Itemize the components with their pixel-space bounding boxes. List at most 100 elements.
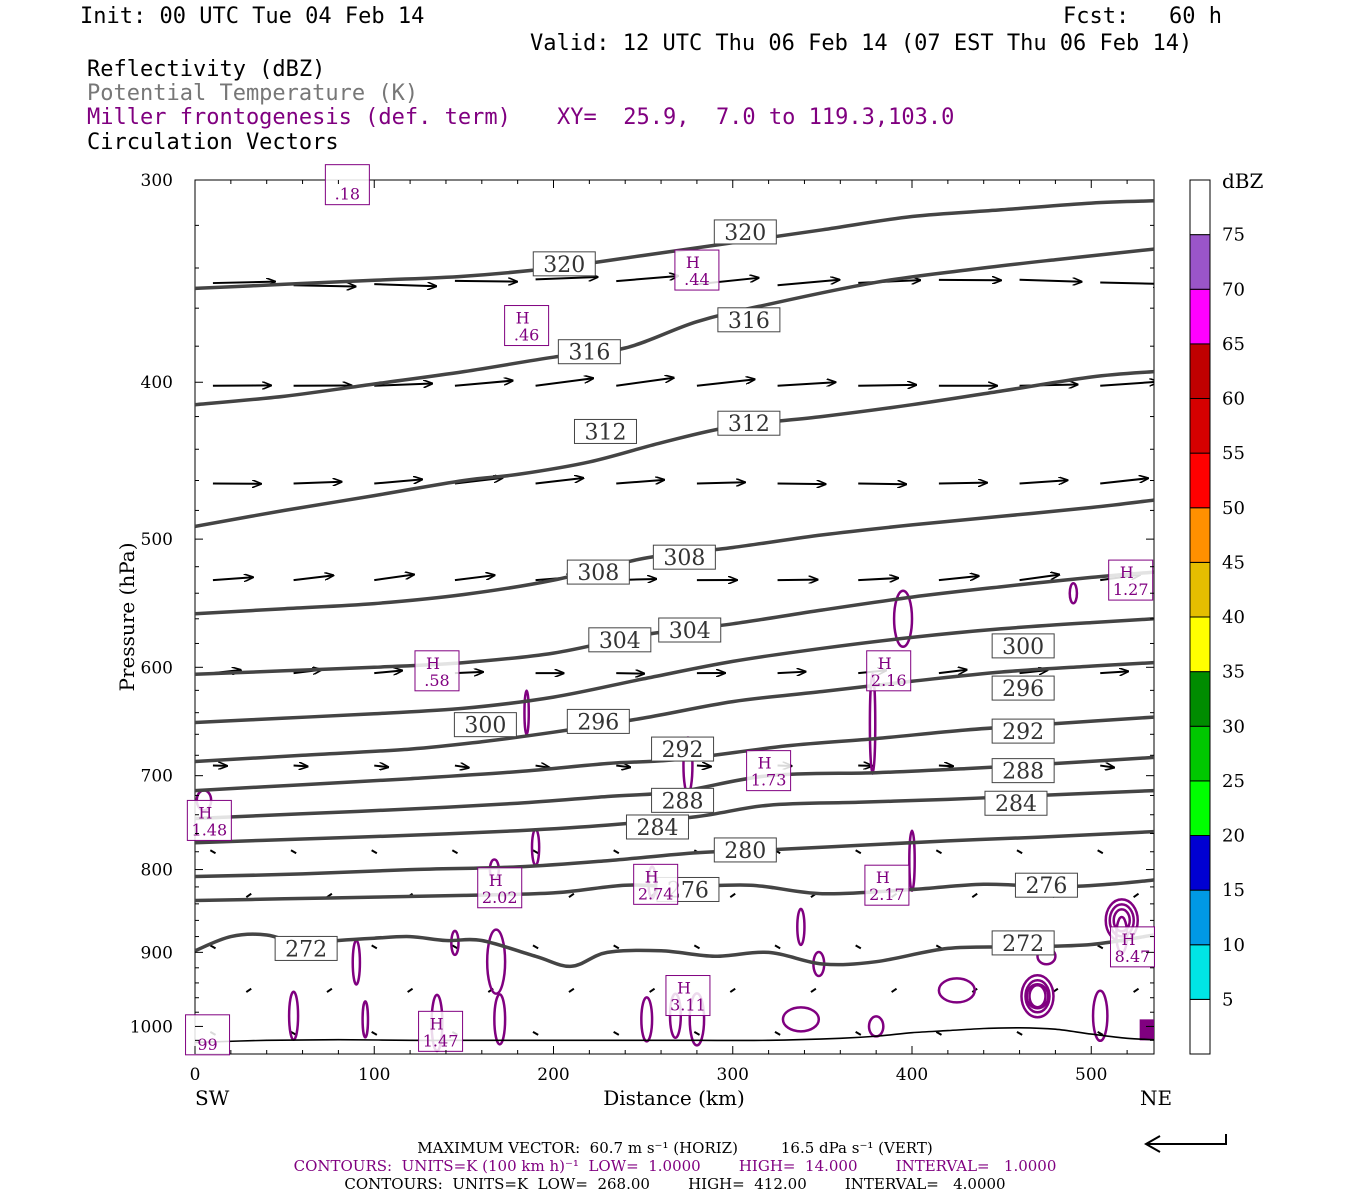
theta-label: 312: [728, 412, 770, 437]
circulation-vector: [293, 482, 342, 484]
frontogenesis-contour: [781, 1006, 821, 1033]
circulation-vector: [535, 277, 598, 279]
circulation-vector: [532, 944, 539, 950]
right-end-label: NE: [1140, 1086, 1172, 1110]
colorbar-segment: [1189, 944, 1211, 1000]
circulation-vector: [454, 575, 495, 582]
circulation-vector: [855, 944, 862, 950]
circulation-vector: [1100, 478, 1148, 485]
frontogenesis-contour: [1028, 984, 1047, 1009]
theta-label-box: [588, 627, 652, 653]
frontogenesis-contour-info: CONTOURS: UNITS=K (100 km h)⁻¹ LOW= 1.00…: [293, 1157, 1057, 1175]
circulation-vector: [1097, 849, 1104, 855]
frontogenesis-max-box: [324, 164, 370, 206]
field-circulation-vectors: Circulation Vectors: [87, 130, 339, 155]
colorbar-segment: [1189, 507, 1211, 563]
colorbar-segment: [1189, 616, 1211, 673]
frontogenesis-max-value: 2.02: [482, 888, 518, 907]
circulation-vector: [1100, 671, 1128, 673]
circulation-vector: [454, 672, 483, 673]
circulation-vector: [293, 285, 356, 286]
valid-time: Valid: 12 UTC Thu 06 Feb 14 (07 EST Thu …: [530, 31, 1193, 56]
frontogenesis-max-box: [866, 650, 912, 692]
theta-label-box: [651, 787, 715, 813]
frontogenesis-contour: [485, 928, 507, 995]
frontogenesis-max-box: [864, 864, 910, 906]
theta-contour-284: [195, 788, 1154, 845]
reference-vector-arrow: [1143, 1134, 1227, 1153]
frontogenesis-max-box: [633, 863, 679, 905]
colorbar-segment: [1189, 398, 1211, 454]
x-tick-label: 300: [717, 1065, 749, 1085]
y-tick-label: 600: [141, 658, 173, 678]
y-tick-label: 400: [141, 373, 173, 393]
circulation-vector: [729, 987, 736, 993]
y-tick-label: 900: [141, 943, 173, 963]
theta-contour-296: [195, 660, 1154, 764]
theta-contour-312: [195, 369, 1154, 529]
theta-label-box: [625, 814, 689, 840]
theta-label: 272: [285, 937, 327, 962]
circulation-vector: [774, 944, 781, 950]
circulation-vector: [935, 849, 942, 855]
circulation-vector: [616, 378, 673, 387]
circulation-vector: [935, 1031, 942, 1036]
frontogenesis-contour: [1024, 979, 1051, 1014]
frontogenesis-contour: [1020, 974, 1055, 1019]
circulation-vector: [535, 478, 584, 485]
circulation-vector: [326, 987, 333, 993]
circulation-vector: [855, 849, 862, 855]
init-time: Init: 00 UTC Tue 04 Feb 14: [80, 4, 425, 29]
y-tick-label: 500: [141, 530, 173, 550]
circulation-vector: [245, 892, 252, 898]
x-tick-label: 400: [896, 1065, 928, 1085]
circulation-vector: [1016, 849, 1023, 855]
frontogenesis-max-marker: H: [198, 803, 212, 822]
frontogenesis-contour: [796, 907, 806, 947]
circulation-vector: [293, 575, 334, 582]
theta-label-box: [1014, 872, 1078, 898]
theta-label: 300: [1002, 635, 1044, 660]
circulation-vector: [1097, 1031, 1104, 1036]
circulation-vector: [693, 1031, 701, 1036]
circulation-vector: [696, 482, 745, 483]
frontogenesis-max-box: [414, 650, 460, 692]
circulation-vector: [616, 480, 664, 485]
circulation-vector: [374, 671, 402, 674]
circulation-vector: [451, 849, 459, 855]
circulation-vector: [613, 849, 620, 855]
frontogenesis-max-value: 3.11: [670, 996, 706, 1015]
circulation-vector: [858, 385, 916, 386]
frontogenesis-max-box: [1109, 926, 1155, 968]
field-frontogenesis: Miller frontogenesis (def. term): [87, 105, 511, 130]
circulation-vector: [613, 1031, 620, 1036]
reflectivity-colorbar: 5 10 15 20 25 30 35 40 45 50 55 60 65 70 75: [1189, 179, 1245, 1055]
frontogenesis-contour: [640, 996, 654, 1043]
circulation-vector: [1097, 944, 1104, 950]
theta-label-box: [991, 758, 1055, 784]
colorbar-segment: [1189, 725, 1211, 782]
frontogenesis-max-value: .58: [424, 671, 449, 690]
colorbar-level-label: 55: [1222, 443, 1245, 464]
theta-contour-300: [195, 617, 1154, 725]
circulation-vector: [371, 944, 378, 950]
circulation-vector: [374, 384, 432, 386]
colorbar-level-label: 10: [1222, 935, 1245, 956]
circulation-vector: [774, 1031, 781, 1036]
theta-contour-info: CONTOURS: UNITS=K LOW= 268.00 HIGH= 412.…: [344, 1175, 1006, 1193]
frontogenesis-max-marker: H: [686, 253, 700, 272]
frontogenesis-max-value: .18: [335, 185, 360, 204]
circulation-vector: [810, 987, 817, 993]
theta-label-box: [566, 559, 630, 585]
frontogenesis-max-box: [504, 305, 550, 347]
colorbar-level-label: 65: [1222, 334, 1245, 355]
circulation-vector: [1019, 575, 1060, 582]
frontogenesis-contour: [1091, 989, 1109, 1043]
frontogenesis-max-marker: H: [489, 871, 503, 890]
theta-label-box: [984, 790, 1048, 816]
colorbar-segment: [1189, 835, 1211, 891]
frontogenesis-contour: [361, 1000, 370, 1039]
theta-label: 288: [662, 789, 704, 814]
circulation-vector: [777, 382, 836, 386]
frontogenesis-contour: [937, 977, 976, 1004]
